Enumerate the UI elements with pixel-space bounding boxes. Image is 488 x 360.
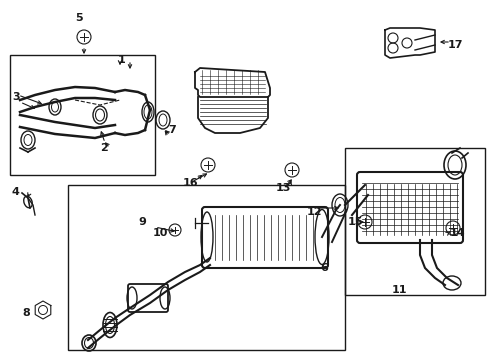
Text: 10: 10 bbox=[153, 228, 168, 238]
Bar bbox=[10, 55, 155, 175]
Text: 5: 5 bbox=[75, 13, 82, 23]
Text: 6: 6 bbox=[319, 263, 327, 273]
Text: 2: 2 bbox=[100, 143, 107, 153]
Text: 17: 17 bbox=[447, 40, 463, 50]
Text: 13: 13 bbox=[275, 183, 291, 193]
Text: 14: 14 bbox=[449, 228, 465, 238]
Bar bbox=[345, 148, 484, 295]
Text: 4: 4 bbox=[12, 187, 20, 197]
Text: 15: 15 bbox=[347, 217, 363, 227]
Text: 9: 9 bbox=[138, 217, 145, 227]
Text: 3: 3 bbox=[12, 92, 20, 102]
Text: 12: 12 bbox=[306, 207, 322, 217]
Text: 11: 11 bbox=[391, 285, 407, 295]
Text: 1: 1 bbox=[118, 55, 125, 65]
Text: 16: 16 bbox=[183, 178, 198, 188]
Text: 7: 7 bbox=[168, 125, 175, 135]
Text: 8: 8 bbox=[22, 308, 30, 318]
Bar bbox=[68, 185, 345, 350]
